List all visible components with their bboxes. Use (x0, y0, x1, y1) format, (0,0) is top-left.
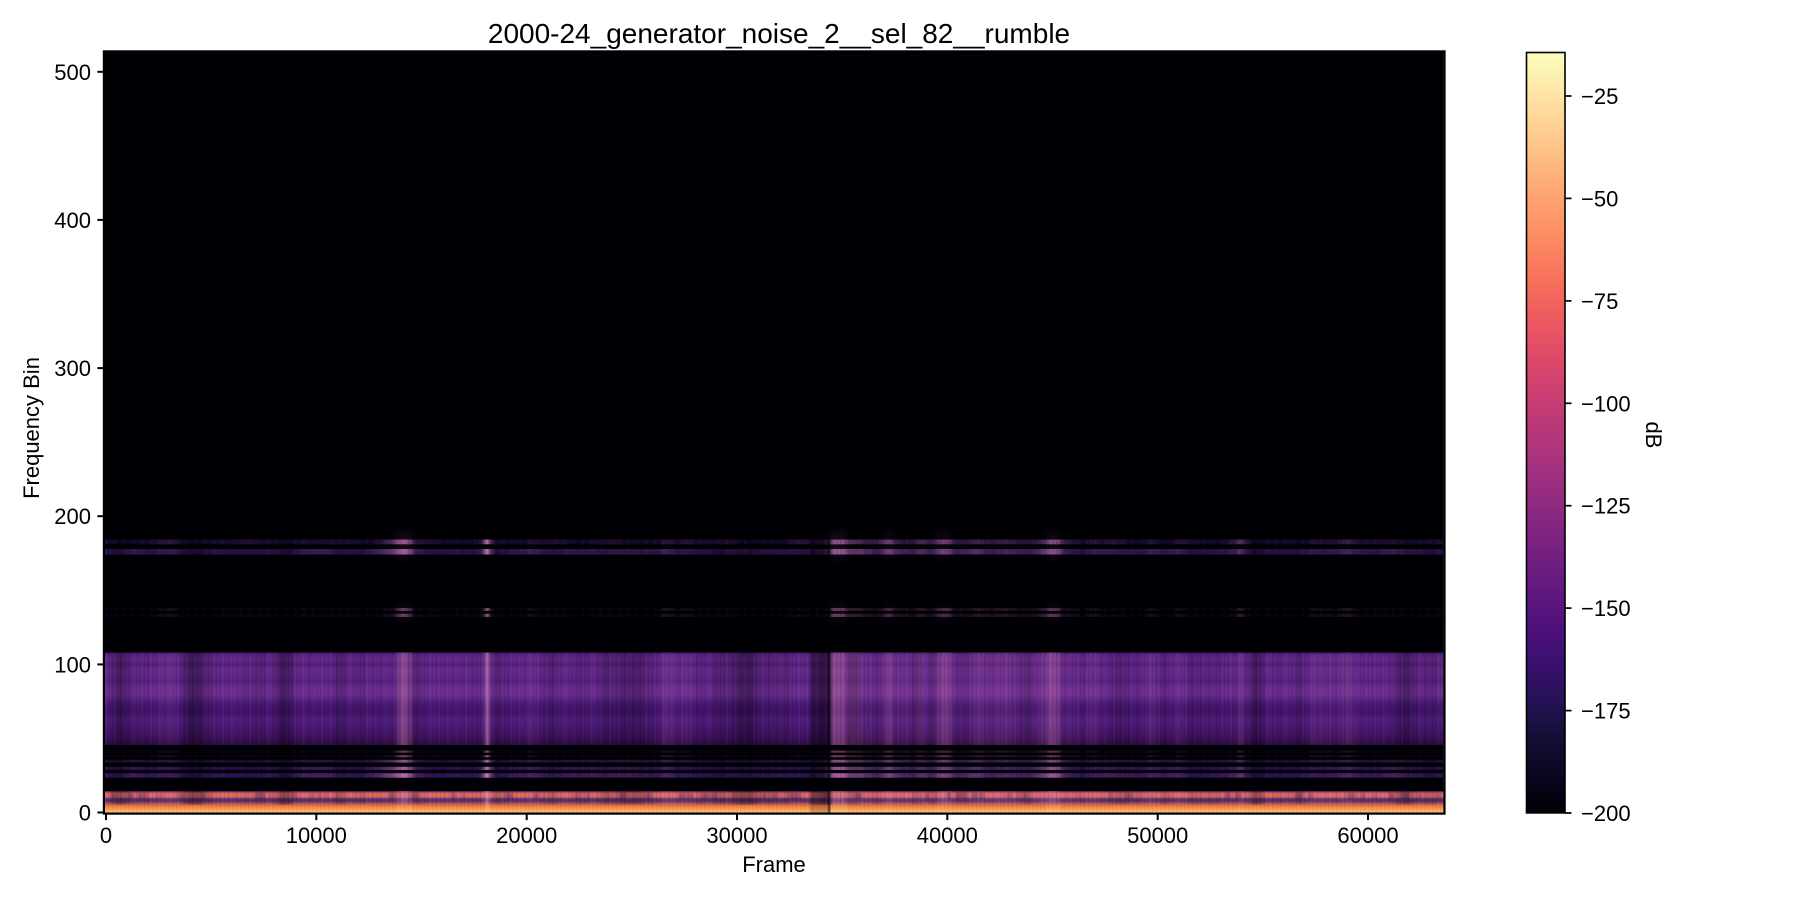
svg-text:−75: −75 (1581, 289, 1618, 314)
svg-text:500: 500 (54, 60, 91, 85)
svg-text:20000: 20000 (496, 823, 557, 848)
svg-text:10000: 10000 (286, 823, 347, 848)
svg-text:−100: −100 (1581, 391, 1631, 416)
svg-text:−175: −175 (1581, 699, 1631, 724)
svg-text:200: 200 (54, 504, 91, 529)
svg-text:300: 300 (54, 356, 91, 381)
svg-text:400: 400 (54, 208, 91, 233)
svg-text:−125: −125 (1581, 494, 1631, 519)
svg-text:30000: 30000 (706, 823, 767, 848)
svg-text:dB: dB (1641, 422, 1666, 449)
svg-text:−150: −150 (1581, 596, 1631, 621)
svg-text:50000: 50000 (1127, 823, 1188, 848)
svg-text:0: 0 (100, 823, 112, 848)
svg-text:2000-24_generator_noise_2__sel: 2000-24_generator_noise_2__sel_82__rumbl… (488, 18, 1070, 49)
svg-text:−25: −25 (1581, 84, 1618, 109)
svg-text:100: 100 (54, 652, 91, 677)
svg-text:0: 0 (79, 801, 91, 826)
svg-text:40000: 40000 (917, 823, 978, 848)
svg-text:Frequency Bin: Frequency Bin (19, 357, 44, 499)
svg-text:Frame: Frame (742, 852, 806, 877)
svg-text:60000: 60000 (1337, 823, 1398, 848)
svg-text:−200: −200 (1581, 801, 1631, 826)
svg-text:−50: −50 (1581, 186, 1618, 211)
